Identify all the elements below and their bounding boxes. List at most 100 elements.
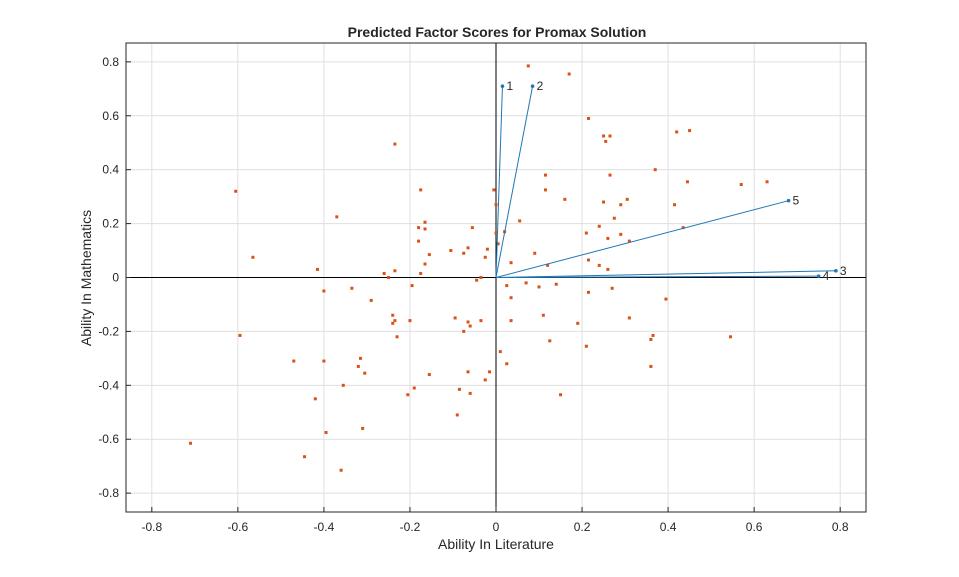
- score-point: [584, 344, 588, 348]
- score-point: [417, 239, 421, 243]
- score-point: [612, 216, 616, 220]
- x-tick-label: -0.6: [228, 520, 249, 534]
- x-tick-label: 0: [493, 520, 500, 534]
- score-point: [315, 267, 319, 271]
- score-point: [466, 320, 470, 324]
- score-point: [189, 441, 193, 445]
- score-point: [610, 286, 614, 290]
- score-point: [341, 383, 345, 387]
- score-point: [412, 386, 416, 390]
- score-point: [505, 284, 509, 288]
- score-point: [386, 276, 390, 279]
- score-point: [468, 324, 472, 328]
- score-point: [313, 397, 317, 401]
- factor-scores: [189, 64, 769, 472]
- score-point: [470, 226, 474, 230]
- score-point: [419, 271, 423, 275]
- score-point: [685, 180, 689, 184]
- y-tick-label: 0.6: [102, 109, 119, 123]
- score-point: [483, 378, 487, 382]
- score-point: [423, 220, 427, 224]
- loading-vector-1: [495, 86, 503, 278]
- chart-title: Predicted Factor Scores for Promax Solut…: [348, 24, 647, 40]
- score-point: [584, 231, 588, 235]
- score-point: [543, 173, 547, 177]
- y-axis-label: Ability In Mathematics: [78, 210, 94, 346]
- score-point: [303, 455, 307, 459]
- y-tick-label: -0.8: [98, 486, 119, 500]
- score-point: [619, 232, 623, 236]
- score-point: [548, 339, 552, 343]
- score-point: [509, 296, 513, 300]
- score-point: [427, 373, 431, 377]
- score-point: [546, 263, 550, 267]
- score-point: [382, 271, 386, 275]
- loading-vector-label-1: 1: [506, 79, 513, 93]
- score-point: [587, 290, 590, 294]
- score-point: [488, 370, 492, 374]
- score-point: [391, 321, 395, 325]
- score-point: [462, 329, 466, 333]
- loading-vector-4: [495, 275, 819, 278]
- score-point: [627, 316, 631, 320]
- loading-vector-label-5: 5: [793, 194, 800, 208]
- score-point: [419, 188, 423, 192]
- x-axis-label: Ability In Literature: [438, 536, 554, 552]
- score-point: [494, 231, 498, 235]
- score-point: [350, 286, 354, 290]
- y-tick-label: 0.8: [102, 55, 119, 69]
- score-point: [627, 239, 631, 243]
- score-point: [681, 226, 685, 230]
- score-point: [563, 197, 567, 201]
- score-point: [410, 284, 414, 288]
- score-point: [393, 269, 397, 273]
- score-point: [653, 168, 657, 172]
- score-point: [369, 298, 373, 302]
- score-point: [457, 387, 461, 391]
- score-point: [649, 337, 653, 341]
- score-point: [234, 189, 238, 193]
- score-point: [597, 263, 601, 267]
- score-point: [492, 188, 496, 192]
- score-point: [391, 313, 395, 317]
- y-tick-label: 0.4: [102, 163, 119, 177]
- score-point: [651, 333, 655, 337]
- x-tick-label: 0.4: [660, 520, 677, 534]
- score-point: [363, 371, 367, 375]
- score-point: [393, 319, 397, 323]
- score-point: [518, 219, 522, 223]
- score-point: [509, 261, 513, 265]
- score-point: [554, 282, 558, 286]
- loading-vector-label-2: 2: [537, 79, 544, 93]
- loading-vector-tip-3: [834, 268, 838, 273]
- score-point: [602, 200, 606, 204]
- score-point: [485, 247, 489, 251]
- score-point: [526, 64, 530, 68]
- score-point: [292, 359, 296, 363]
- y-tick-label: -0.2: [98, 324, 119, 338]
- score-point: [393, 142, 397, 146]
- score-point: [505, 362, 509, 366]
- score-point: [466, 370, 470, 374]
- score-point: [533, 251, 537, 255]
- score-point: [688, 129, 692, 133]
- score-point: [475, 278, 479, 282]
- score-point: [408, 319, 412, 323]
- score-point: [335, 215, 339, 219]
- score-point: [606, 267, 610, 271]
- x-tick-label: -0.8: [141, 520, 162, 534]
- score-point: [602, 134, 606, 138]
- score-point: [479, 276, 483, 279]
- x-tick-label: -0.4: [314, 520, 335, 534]
- score-point: [417, 226, 421, 230]
- loading-vector-label-3: 3: [840, 264, 847, 278]
- score-point: [324, 430, 328, 434]
- score-point: [597, 224, 601, 228]
- score-point: [322, 359, 326, 363]
- score-point: [479, 319, 483, 323]
- score-point: [483, 255, 487, 259]
- score-point: [541, 313, 545, 317]
- score-point: [322, 289, 326, 293]
- tick-labels: -0.8 -0.6 -0.4 -0.2 0 0.2 0.4 0.6 0.8 -0.8 -0.6 -0.…: [98, 55, 849, 534]
- score-point: [587, 116, 590, 120]
